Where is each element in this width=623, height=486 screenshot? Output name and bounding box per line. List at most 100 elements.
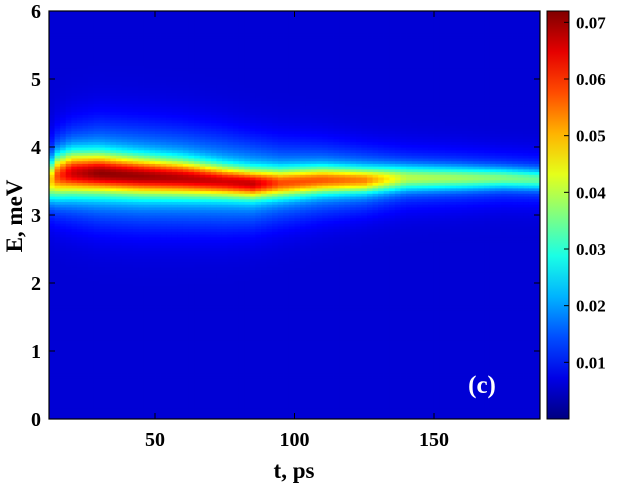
heatmap-cell — [93, 81, 100, 86]
heatmap-cell — [93, 100, 100, 105]
heatmap-cell — [76, 310, 84, 314]
heatmap-cell — [88, 27, 95, 31]
heatmap-cell — [177, 361, 184, 366]
heatmap-cell — [115, 70, 123, 75]
heatmap-cell — [188, 62, 195, 66]
heatmap-cell — [149, 215, 156, 219]
heatmap-cell — [182, 291, 190, 295]
heatmap-cell — [132, 263, 139, 268]
heatmap-cell — [49, 250, 56, 254]
heatmap-cell — [121, 147, 128, 151]
heatmap-cell — [60, 57, 67, 61]
heatmap-cell — [104, 35, 111, 39]
heatmap-cell — [110, 138, 117, 143]
heatmap-cell — [182, 84, 190, 88]
heatmap-cell — [65, 163, 72, 167]
heatmap-cell — [127, 40, 134, 45]
heatmap-cell — [166, 367, 173, 371]
heatmap-cell — [104, 389, 111, 393]
heatmap-cell — [115, 16, 123, 20]
heatmap-cell — [138, 285, 145, 290]
heatmap-cell — [194, 190, 201, 194]
heatmap-cell — [82, 166, 89, 170]
heatmap-cell — [166, 323, 173, 328]
heatmap-cell — [177, 92, 184, 96]
heatmap-cell — [132, 370, 139, 374]
heatmap-cell — [49, 111, 56, 115]
heatmap-cell — [54, 59, 61, 64]
heatmap-cell — [115, 119, 123, 124]
heatmap-cell — [104, 84, 111, 88]
heatmap-cell — [171, 95, 178, 99]
heatmap-cell — [76, 394, 84, 398]
heatmap-cell — [132, 176, 139, 181]
heatmap-cell — [71, 223, 78, 227]
heatmap-cell — [166, 310, 173, 314]
heatmap-cell — [49, 193, 56, 197]
heatmap-cell — [166, 302, 173, 306]
heatmap-cell — [138, 98, 145, 102]
heatmap-cell — [93, 136, 100, 140]
heatmap-cell — [177, 185, 184, 189]
heatmap-cell — [60, 353, 67, 358]
heatmap-cell — [138, 59, 145, 64]
heatmap-cell — [199, 383, 206, 387]
heatmap-cell — [199, 310, 206, 314]
heatmap-cell — [177, 220, 184, 224]
heatmap-cell — [182, 168, 190, 173]
heatmap-cell — [182, 399, 190, 404]
heatmap-cell — [121, 89, 128, 94]
heatmap-cell — [60, 236, 67, 241]
heatmap-cell — [171, 258, 178, 262]
heatmap-cell — [177, 372, 184, 377]
heatmap-cell — [93, 416, 100, 419]
heatmap-cell — [65, 361, 72, 366]
heatmap-cell — [155, 24, 162, 28]
heatmap-cell — [121, 127, 128, 132]
heatmap-cell — [194, 326, 201, 330]
heatmap-cell — [65, 266, 72, 270]
heatmap-cell — [138, 16, 145, 20]
heatmap-cell — [71, 103, 78, 107]
heatmap-cell — [160, 413, 167, 417]
heatmap-cell — [127, 359, 134, 363]
heatmap-cell — [65, 250, 72, 254]
heatmap-cell — [182, 54, 190, 58]
heatmap-cell — [171, 201, 178, 205]
heatmap-cell — [54, 32, 61, 37]
heatmap-cell — [143, 293, 151, 298]
heatmap-cell — [71, 356, 78, 360]
heatmap-cell — [99, 253, 106, 257]
heatmap-cell — [166, 70, 173, 75]
heatmap-cell — [121, 234, 128, 238]
heatmap-cell — [127, 76, 134, 80]
heatmap-cell — [194, 255, 201, 260]
heatmap-cell — [171, 163, 178, 167]
heatmap-cell — [93, 342, 100, 347]
heatmap-cell — [82, 315, 89, 319]
heatmap-cell — [132, 111, 139, 115]
heatmap-cell — [115, 11, 123, 15]
heatmap-cell — [76, 176, 84, 181]
heatmap-cell — [138, 30, 145, 34]
heatmap-cell — [49, 185, 56, 189]
heatmap-cell — [132, 334, 139, 338]
heatmap-cell — [65, 62, 72, 66]
heatmap-cell — [88, 231, 95, 235]
heatmap-cell — [76, 318, 84, 322]
heatmap-cell — [171, 315, 178, 319]
heatmap-cell — [82, 372, 89, 377]
heatmap-cell — [49, 399, 56, 404]
heatmap-cell — [199, 277, 206, 281]
heatmap-cell — [104, 136, 111, 140]
heatmap-cell — [121, 345, 128, 349]
heatmap-cell — [93, 386, 100, 390]
heatmap-cell — [65, 11, 72, 15]
heatmap-cell — [71, 185, 78, 189]
heatmap-cell — [76, 138, 84, 143]
heatmap-cell — [99, 127, 106, 132]
heatmap-cell — [138, 283, 145, 287]
heatmap-cell — [143, 342, 151, 347]
heatmap-cell — [60, 356, 67, 360]
heatmap-cell — [88, 342, 95, 347]
